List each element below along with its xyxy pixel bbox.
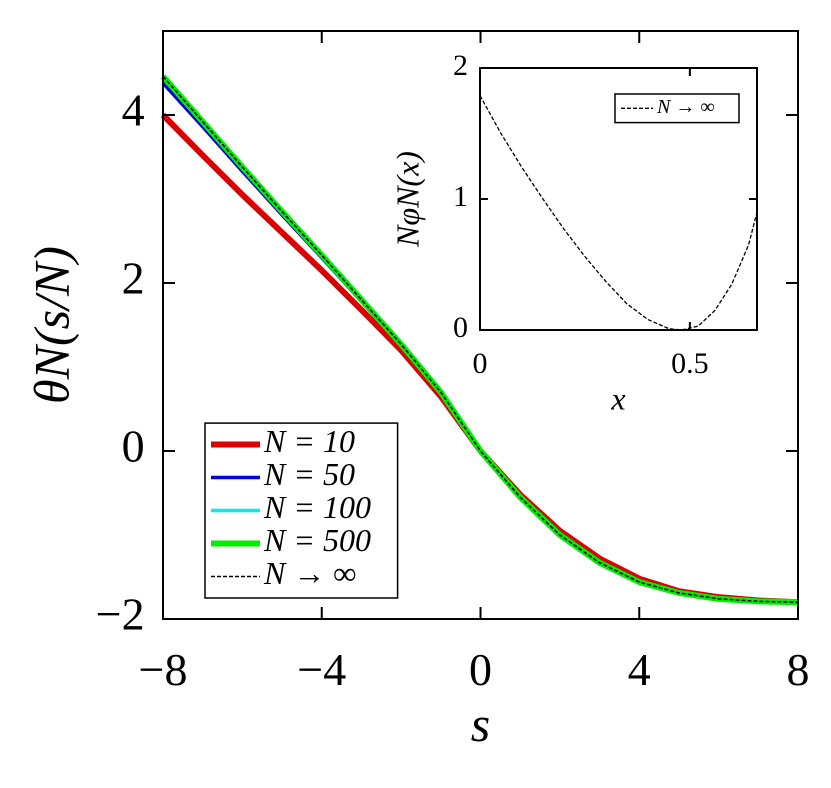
x-tick-label: −8	[139, 644, 188, 695]
legend-label: N = 10	[263, 423, 355, 459]
y-tick-label: 2	[453, 49, 468, 82]
x-axis-label: x	[610, 380, 625, 416]
x-tick-label: 0	[469, 644, 492, 695]
x-axis-label: s	[471, 696, 490, 752]
y-tick-label: 2	[122, 253, 145, 304]
y-tick-label: 4	[122, 85, 145, 136]
x-tick-label: −4	[297, 644, 346, 695]
legend-label: N = 50	[263, 456, 355, 492]
x-tick-label: 0	[473, 347, 488, 380]
legend-label: N → ∞	[656, 96, 715, 118]
x-tick-label: 0.5	[671, 347, 709, 380]
y-tick-label: 0	[453, 311, 468, 344]
y-tick-label: 1	[453, 180, 468, 213]
y-axis-label: NφN(x)	[389, 151, 425, 248]
y-tick-label: −2	[96, 589, 145, 640]
legend-box	[614, 93, 740, 124]
legend-label: N → ∞	[263, 555, 356, 591]
data-line	[479, 95, 758, 331]
y-tick-label: 0	[122, 421, 145, 472]
x-tick-label: 8	[787, 644, 810, 695]
legend-label: N = 500	[263, 522, 371, 558]
x-tick-label: 4	[628, 644, 651, 695]
data-line	[160, 74, 799, 606]
legend-label: N = 100	[263, 489, 371, 525]
y-axis-label: θN(s/N)	[24, 246, 80, 404]
